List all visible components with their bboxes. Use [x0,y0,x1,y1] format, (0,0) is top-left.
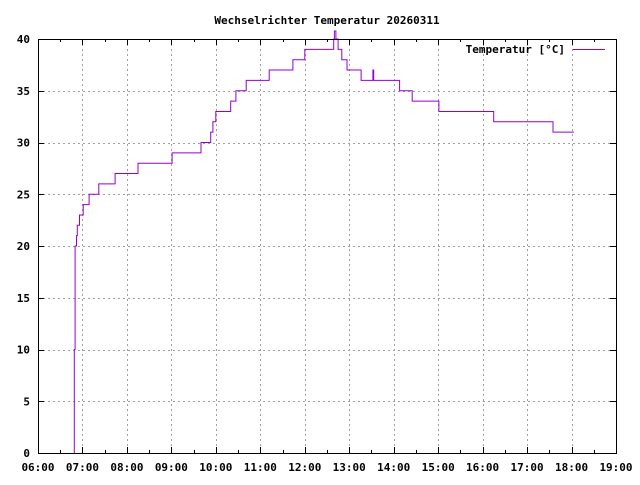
x-tick-label: 12:00 [288,461,321,474]
y-tick-label: 5 [23,395,30,408]
plot-border [38,39,617,454]
x-tick-label: 17:00 [511,461,544,474]
x-tick-label: 08:00 [110,461,143,474]
y-tick-label: 35 [17,85,30,98]
x-tick-label: 18:00 [555,461,588,474]
x-tick-label: 13:00 [333,461,366,474]
y-tick-label: 20 [17,240,30,253]
y-axis-labels: 0 5 10 15 20 25 30 35 40 [17,33,30,460]
y-tick-label: 15 [17,292,30,305]
y-tick-label: 0 [23,447,30,460]
series-line-temperatur [73,30,574,453]
x-tick-label: 19:00 [599,461,632,474]
legend: Temperatur [°C] [466,43,605,56]
x-tick-label: 07:00 [66,461,99,474]
x-tick-label: 16:00 [466,461,499,474]
x-tick-label: 14:00 [377,461,410,474]
x-tick-label: 10:00 [199,461,232,474]
grid [38,39,616,453]
y-tick-label: 30 [17,137,30,150]
x-tick-label: 09:00 [155,461,188,474]
y-tick-label: 40 [17,33,30,46]
x-tick-label: 11:00 [244,461,277,474]
chart-title: Wechselrichter Temperatur 20260311 [214,14,440,27]
x-tick-label: 06:00 [21,461,54,474]
x-axis-labels: 06:00 07:00 08:00 09:00 10:00 11:00 12:00 13:00… [21,461,632,474]
y-tick-label: 10 [17,344,30,357]
x-tick-label: 15:00 [422,461,455,474]
legend-label: Temperatur [°C] [466,43,565,56]
y-tick-label: 25 [17,188,30,201]
